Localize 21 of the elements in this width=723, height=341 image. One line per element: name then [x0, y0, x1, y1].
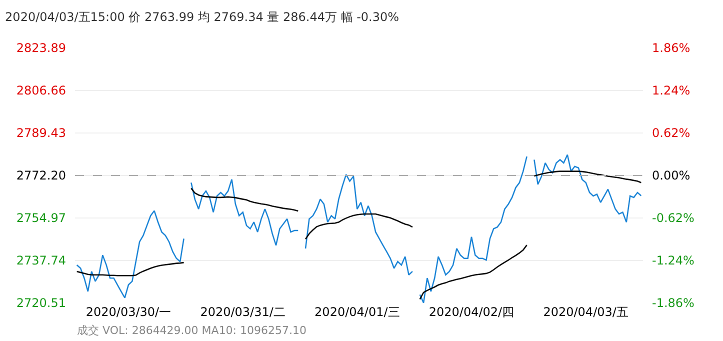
y-tick-label: 2789.43: [16, 126, 66, 140]
y2-tick-label: 0.62%: [652, 126, 690, 140]
text: 成交 VOL: 2864429.00 MA10: 1096257.10: [77, 324, 306, 337]
y-tick-label: 2772.20: [16, 168, 66, 183]
x-tick-label: 2020/03/30/一: [86, 305, 172, 319]
y-tick-label: 2823.89: [16, 41, 66, 56]
y-tick-label: 2737.74: [16, 254, 66, 268]
x-tick-label: 2020/04/03/五: [543, 305, 628, 319]
x-tick-label: 2020/03/31/二: [200, 305, 286, 319]
chart-title: 2020/04/03/五15:00 价 2763.99 均 2769.34 量 286.44万 幅 -0.30%: [5, 10, 400, 24]
y2-tick-label: 1.24%: [652, 84, 690, 98]
y2-tick-label: -1.86%: [652, 296, 694, 310]
x-tick-label: 2020/04/02/四: [428, 305, 514, 319]
y2-tick-label: -0.62%: [652, 211, 694, 226]
y2-tick-label: 0.00%: [652, 168, 690, 183]
y-tick-label: 2754.97: [16, 211, 66, 226]
y2-tick-label: -1.24%: [652, 254, 694, 268]
y2-tick-label: 1.86%: [652, 41, 690, 56]
x-tick-label: 2020/04/01/三: [314, 305, 400, 319]
y-tick-label: 2806.66: [16, 84, 66, 98]
y-tick-label: 2720.51: [16, 296, 66, 310]
